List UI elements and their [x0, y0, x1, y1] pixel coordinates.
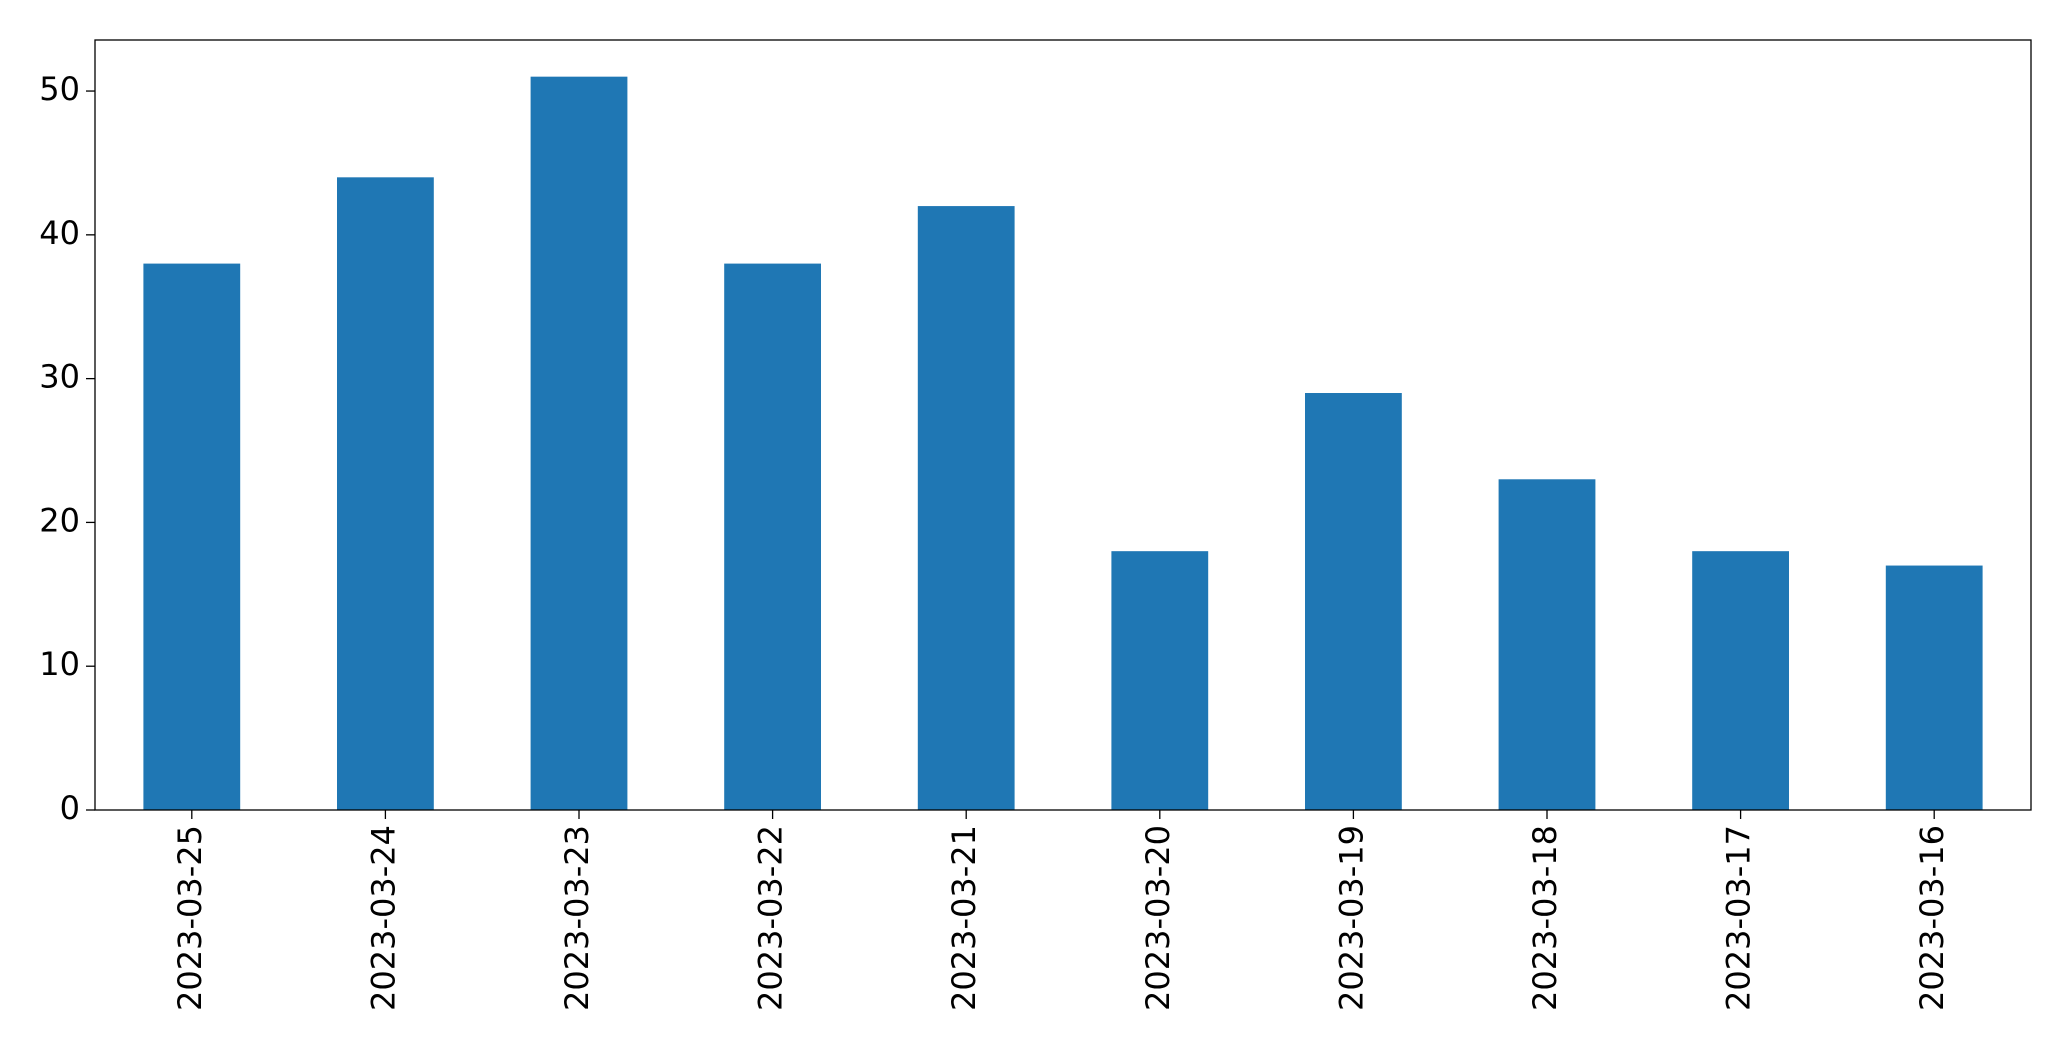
- bar: [724, 263, 821, 811]
- bar: [1692, 551, 1789, 810]
- plot-frame: [94, 39, 2032, 811]
- y-tick-label: 0: [60, 789, 80, 827]
- y-tick-label: 30: [39, 358, 80, 396]
- x-tick-label: 2023-03-19: [1332, 825, 1370, 1011]
- x-tick-label: 2023-03-18: [1526, 825, 1564, 1011]
- y-tick-label: 10: [39, 645, 80, 683]
- bar: [1885, 565, 1983, 810]
- y-tick-label: 50: [39, 70, 80, 108]
- x-tick-label: 2023-03-21: [945, 825, 983, 1011]
- y-tick-label: 20: [39, 501, 80, 539]
- bar: [530, 76, 628, 810]
- x-tick-label: 2023-03-23: [558, 825, 596, 1011]
- bar: [337, 177, 434, 811]
- bar: [143, 263, 241, 811]
- bar: [1305, 393, 1402, 810]
- x-tick-label: 2023-03-25: [171, 825, 209, 1011]
- bar: [1111, 551, 1209, 810]
- x-tick-label: 2023-03-24: [364, 825, 402, 1011]
- x-tick-label: 2023-03-22: [752, 825, 790, 1011]
- x-tick-label: 2023-03-17: [1720, 825, 1758, 1011]
- x-tick-label: 2023-03-20: [1139, 825, 1177, 1011]
- bar: [917, 206, 1015, 810]
- y-tick-label: 40: [39, 214, 80, 252]
- bar: [1498, 479, 1596, 810]
- x-tick-label: 2023-03-16: [1913, 825, 1951, 1011]
